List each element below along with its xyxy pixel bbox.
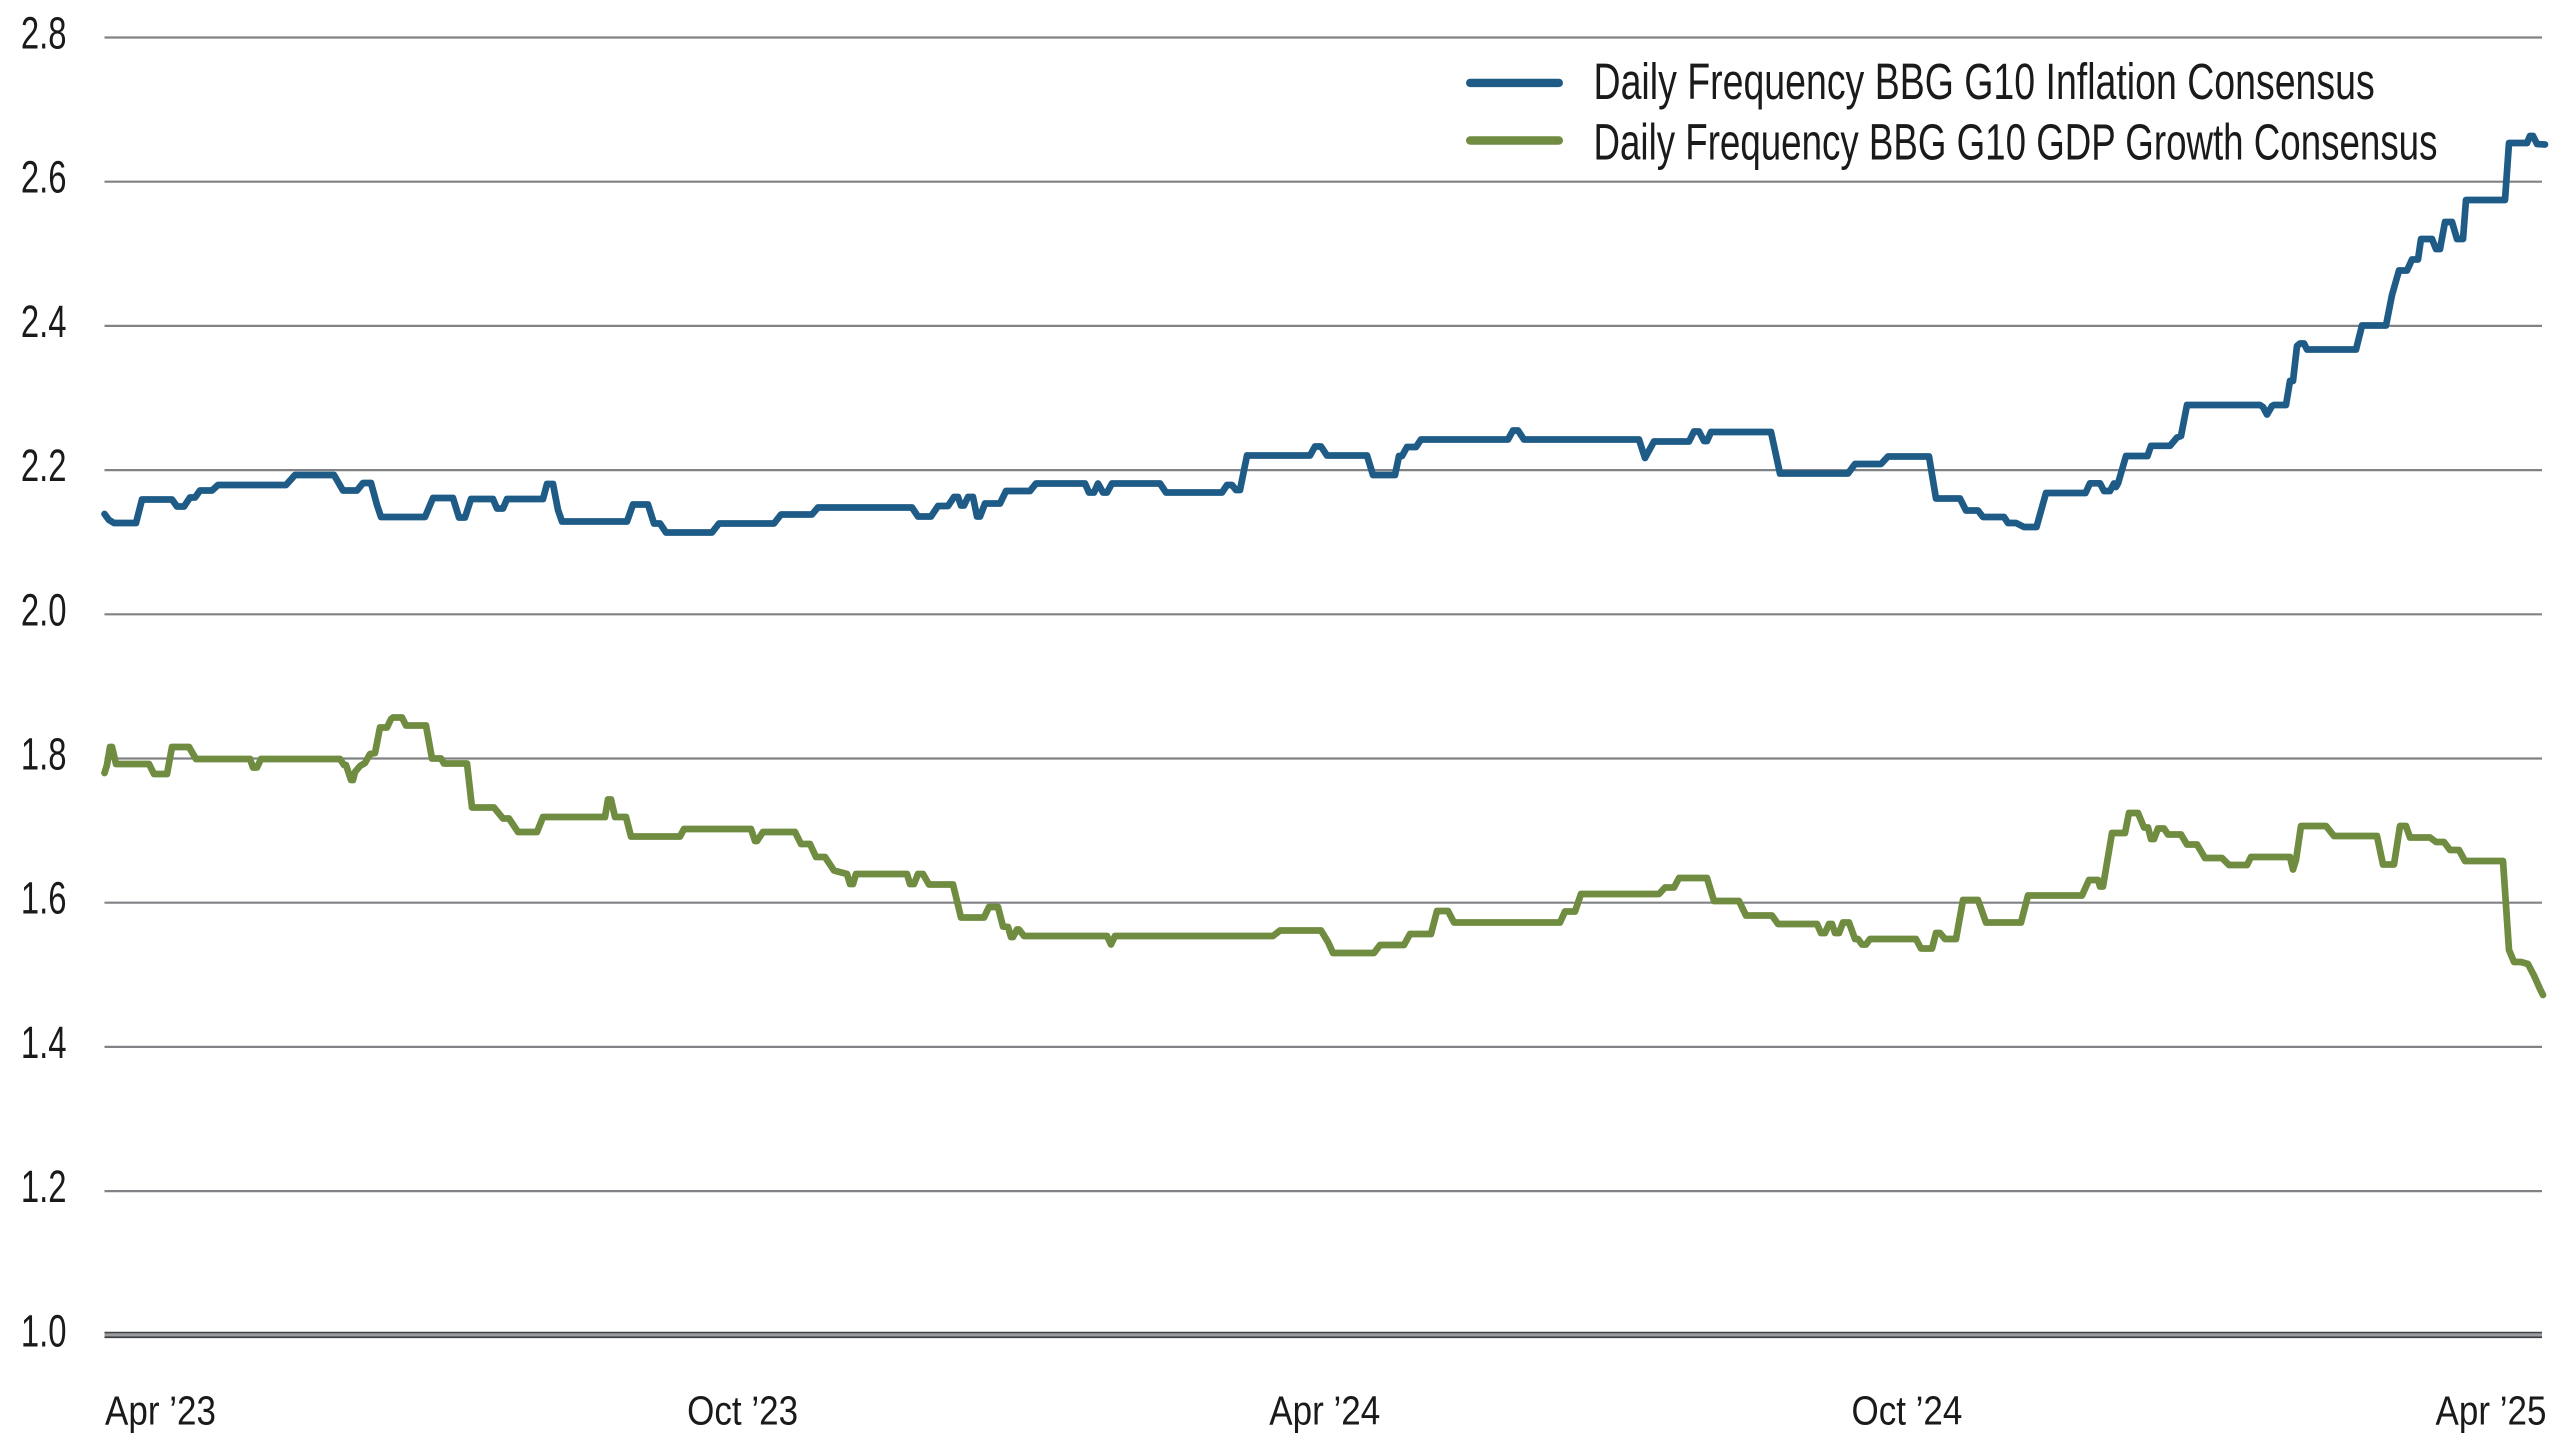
svg-text:Daily Frequency BBG G10 GDP Gr: Daily Frequency BBG G10 GDP Growth Conse… <box>1594 115 2438 171</box>
svg-text:1.6: 1.6 <box>21 874 67 924</box>
svg-text:2.2: 2.2 <box>21 441 67 491</box>
svg-text:2.4: 2.4 <box>21 297 67 347</box>
svg-text:Apr ’24: Apr ’24 <box>1269 1388 1380 1434</box>
svg-text:1.2: 1.2 <box>21 1162 67 1212</box>
svg-text:Apr ’25: Apr ’25 <box>2436 1388 2547 1434</box>
svg-text:Daily Frequency BBG G10 Inflat: Daily Frequency BBG G10 Inflation Consen… <box>1594 54 2375 111</box>
svg-text:Apr ’23: Apr ’23 <box>105 1388 216 1434</box>
svg-text:1.0: 1.0 <box>21 1306 67 1356</box>
svg-text:2.0: 2.0 <box>21 585 67 635</box>
svg-text:1.4: 1.4 <box>21 1018 67 1068</box>
svg-text:2.6: 2.6 <box>21 153 67 203</box>
svg-text:2.8: 2.8 <box>21 9 67 59</box>
svg-text:1.8: 1.8 <box>21 730 67 780</box>
svg-text:Oct ’23: Oct ’23 <box>687 1388 798 1434</box>
svg-text:Oct ’24: Oct ’24 <box>1851 1388 1962 1434</box>
